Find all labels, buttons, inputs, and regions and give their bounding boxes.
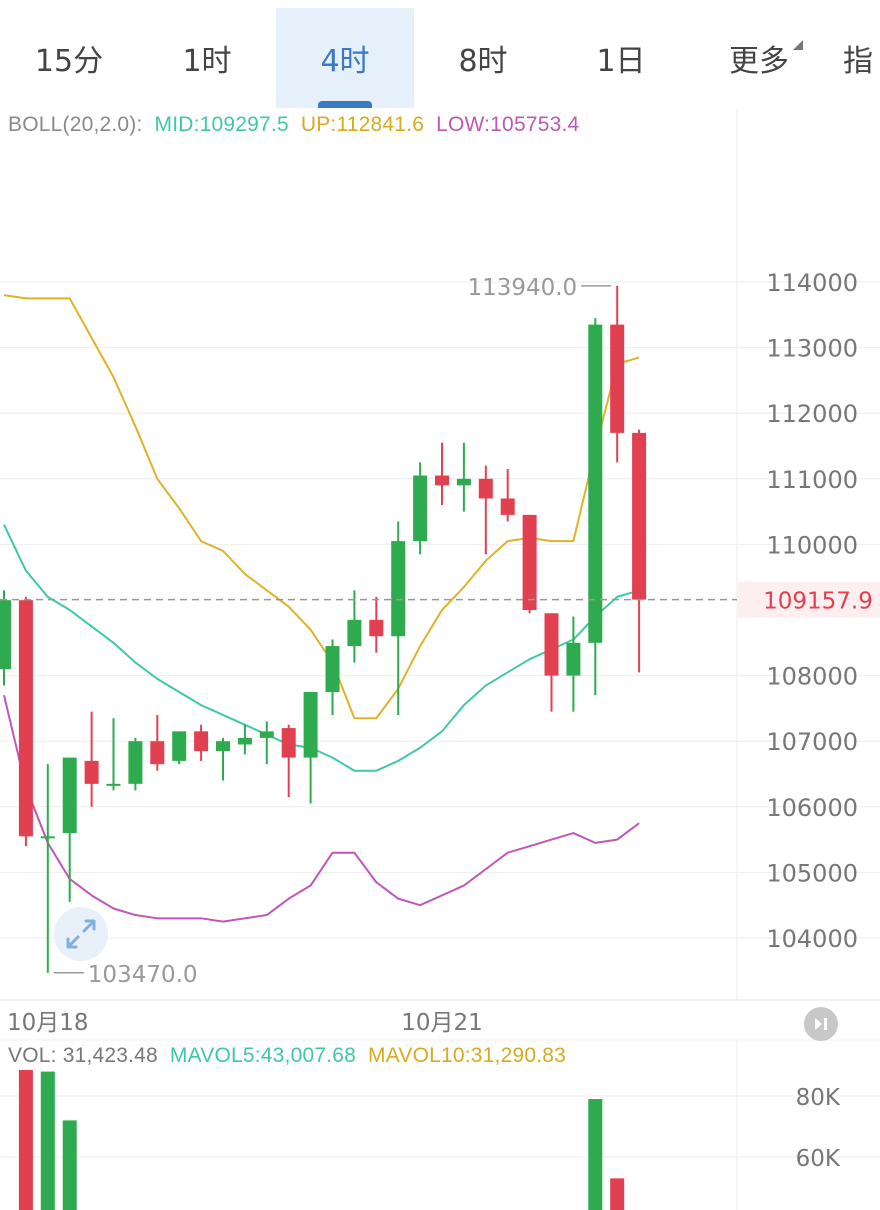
candle-body: [456, 478, 471, 486]
candle-body: [259, 731, 274, 738]
tab-4[interactable]: 1日: [552, 8, 690, 108]
skip-to-latest-icon[interactable]: [804, 1007, 838, 1041]
volume-legend-vol: VOL: 31,423.48: [8, 1044, 158, 1067]
x-tick-label: 10月21: [401, 1010, 483, 1036]
tab-0[interactable]: 15分: [0, 8, 138, 108]
boll-legend-mid: MID:109297.5: [154, 113, 289, 136]
tab-6[interactable]: 指: [828, 8, 880, 108]
candle-body: [347, 619, 362, 647]
expand-arrows-icon[interactable]: [54, 907, 108, 961]
current-price-label: 109157.9: [763, 589, 873, 615]
tab-label: 15分: [34, 44, 104, 79]
max-price-label: 113940.0: [467, 275, 577, 301]
tab-1[interactable]: 1时: [138, 8, 276, 108]
candle-body: [62, 757, 77, 834]
candle-body: [588, 324, 603, 643]
volume-bar: [610, 1178, 625, 1210]
min-price-label: 103470.0: [88, 962, 198, 988]
candle-body: [610, 324, 625, 433]
boll-legend-name: BOLL(20,2.0):: [8, 113, 143, 136]
candle-body: [106, 783, 121, 786]
y-tick-label: 110000: [766, 531, 858, 559]
candle-body: [478, 478, 493, 499]
candle-body: [500, 498, 515, 515]
volume-legend-mavol5: MAVOL5:43,007.68: [169, 1044, 357, 1067]
x-tick-label: 10月18: [7, 1010, 89, 1036]
boll-legend-low: LOW:105753.4: [436, 113, 580, 136]
tab-3[interactable]: 8时: [414, 8, 552, 108]
candle-body: [413, 475, 428, 542]
y-tick-label: 111000: [766, 466, 858, 494]
candle-body: [0, 600, 11, 670]
candle-body: [40, 836, 55, 839]
dropdown-corner-icon: [793, 40, 803, 50]
volume-bar: [18, 1070, 33, 1210]
volume-bar: [588, 1099, 603, 1210]
candle-body: [281, 728, 296, 758]
active-tab-indicator: [318, 101, 372, 108]
candle-body: [544, 613, 559, 676]
volume-tick-label: 60K: [796, 1146, 841, 1172]
volume-bar: [62, 1120, 77, 1210]
candle-body: [369, 619, 384, 637]
boll-lower-line: [3, 695, 640, 923]
y-tick-label: 106000: [766, 794, 858, 822]
y-tick-label: 108000: [766, 663, 858, 691]
volume-legend-mavol10: MAVOL10:31,290.83: [368, 1044, 567, 1067]
candle-body: [391, 541, 406, 637]
tab-label: 指: [843, 44, 873, 79]
volume-bar: [40, 1071, 55, 1210]
candle-body: [150, 741, 165, 765]
candle-body: [18, 600, 33, 837]
boll-legend-up: UP:112841.6: [300, 113, 425, 136]
candle-body: [522, 514, 537, 610]
tab-label: 4时: [320, 44, 370, 79]
boll-upper-line: [3, 294, 640, 720]
tab-label: 1时: [182, 44, 232, 79]
timeframe-tabbar: 15分 1时 4时 8时 1日 更多 指: [0, 0, 880, 110]
candle-body: [566, 642, 581, 676]
tab-5[interactable]: 更多: [690, 8, 828, 108]
y-tick-label: 104000: [766, 925, 858, 953]
tab-label: 8时: [458, 44, 508, 79]
y-tick-label: 114000: [766, 269, 858, 297]
candle-body: [325, 646, 340, 692]
boll-mid-line: [3, 524, 640, 772]
volume-legend: VOL: 31,423.48 MAVOL5:43,007.68 MAVOL10:31…: [8, 1044, 578, 1068]
y-tick-label: 113000: [766, 335, 858, 363]
y-tick-label: 105000: [766, 859, 858, 887]
candle-body: [237, 737, 252, 745]
candle-body: [216, 741, 230, 752]
volume-tick-label: 80K: [796, 1085, 841, 1111]
candle-body: [172, 731, 187, 761]
y-tick-label: 112000: [766, 400, 858, 428]
y-tick-label: 107000: [766, 728, 858, 756]
tab-label: 1日: [596, 44, 646, 79]
current-price-badge: [737, 581, 880, 618]
boll-legend: BOLL(20,2.0): MID:109297.5 UP:112841.6 LOW:…: [8, 113, 591, 137]
tab-2[interactable]: 4时: [276, 8, 414, 108]
candle-body: [194, 731, 209, 752]
candle-body: [303, 692, 318, 758]
candle-body: [632, 432, 647, 600]
candle-body: [435, 475, 449, 486]
candle-body: [128, 741, 143, 784]
tab-label: 更多: [729, 36, 803, 80]
candle-body: [84, 760, 99, 784]
